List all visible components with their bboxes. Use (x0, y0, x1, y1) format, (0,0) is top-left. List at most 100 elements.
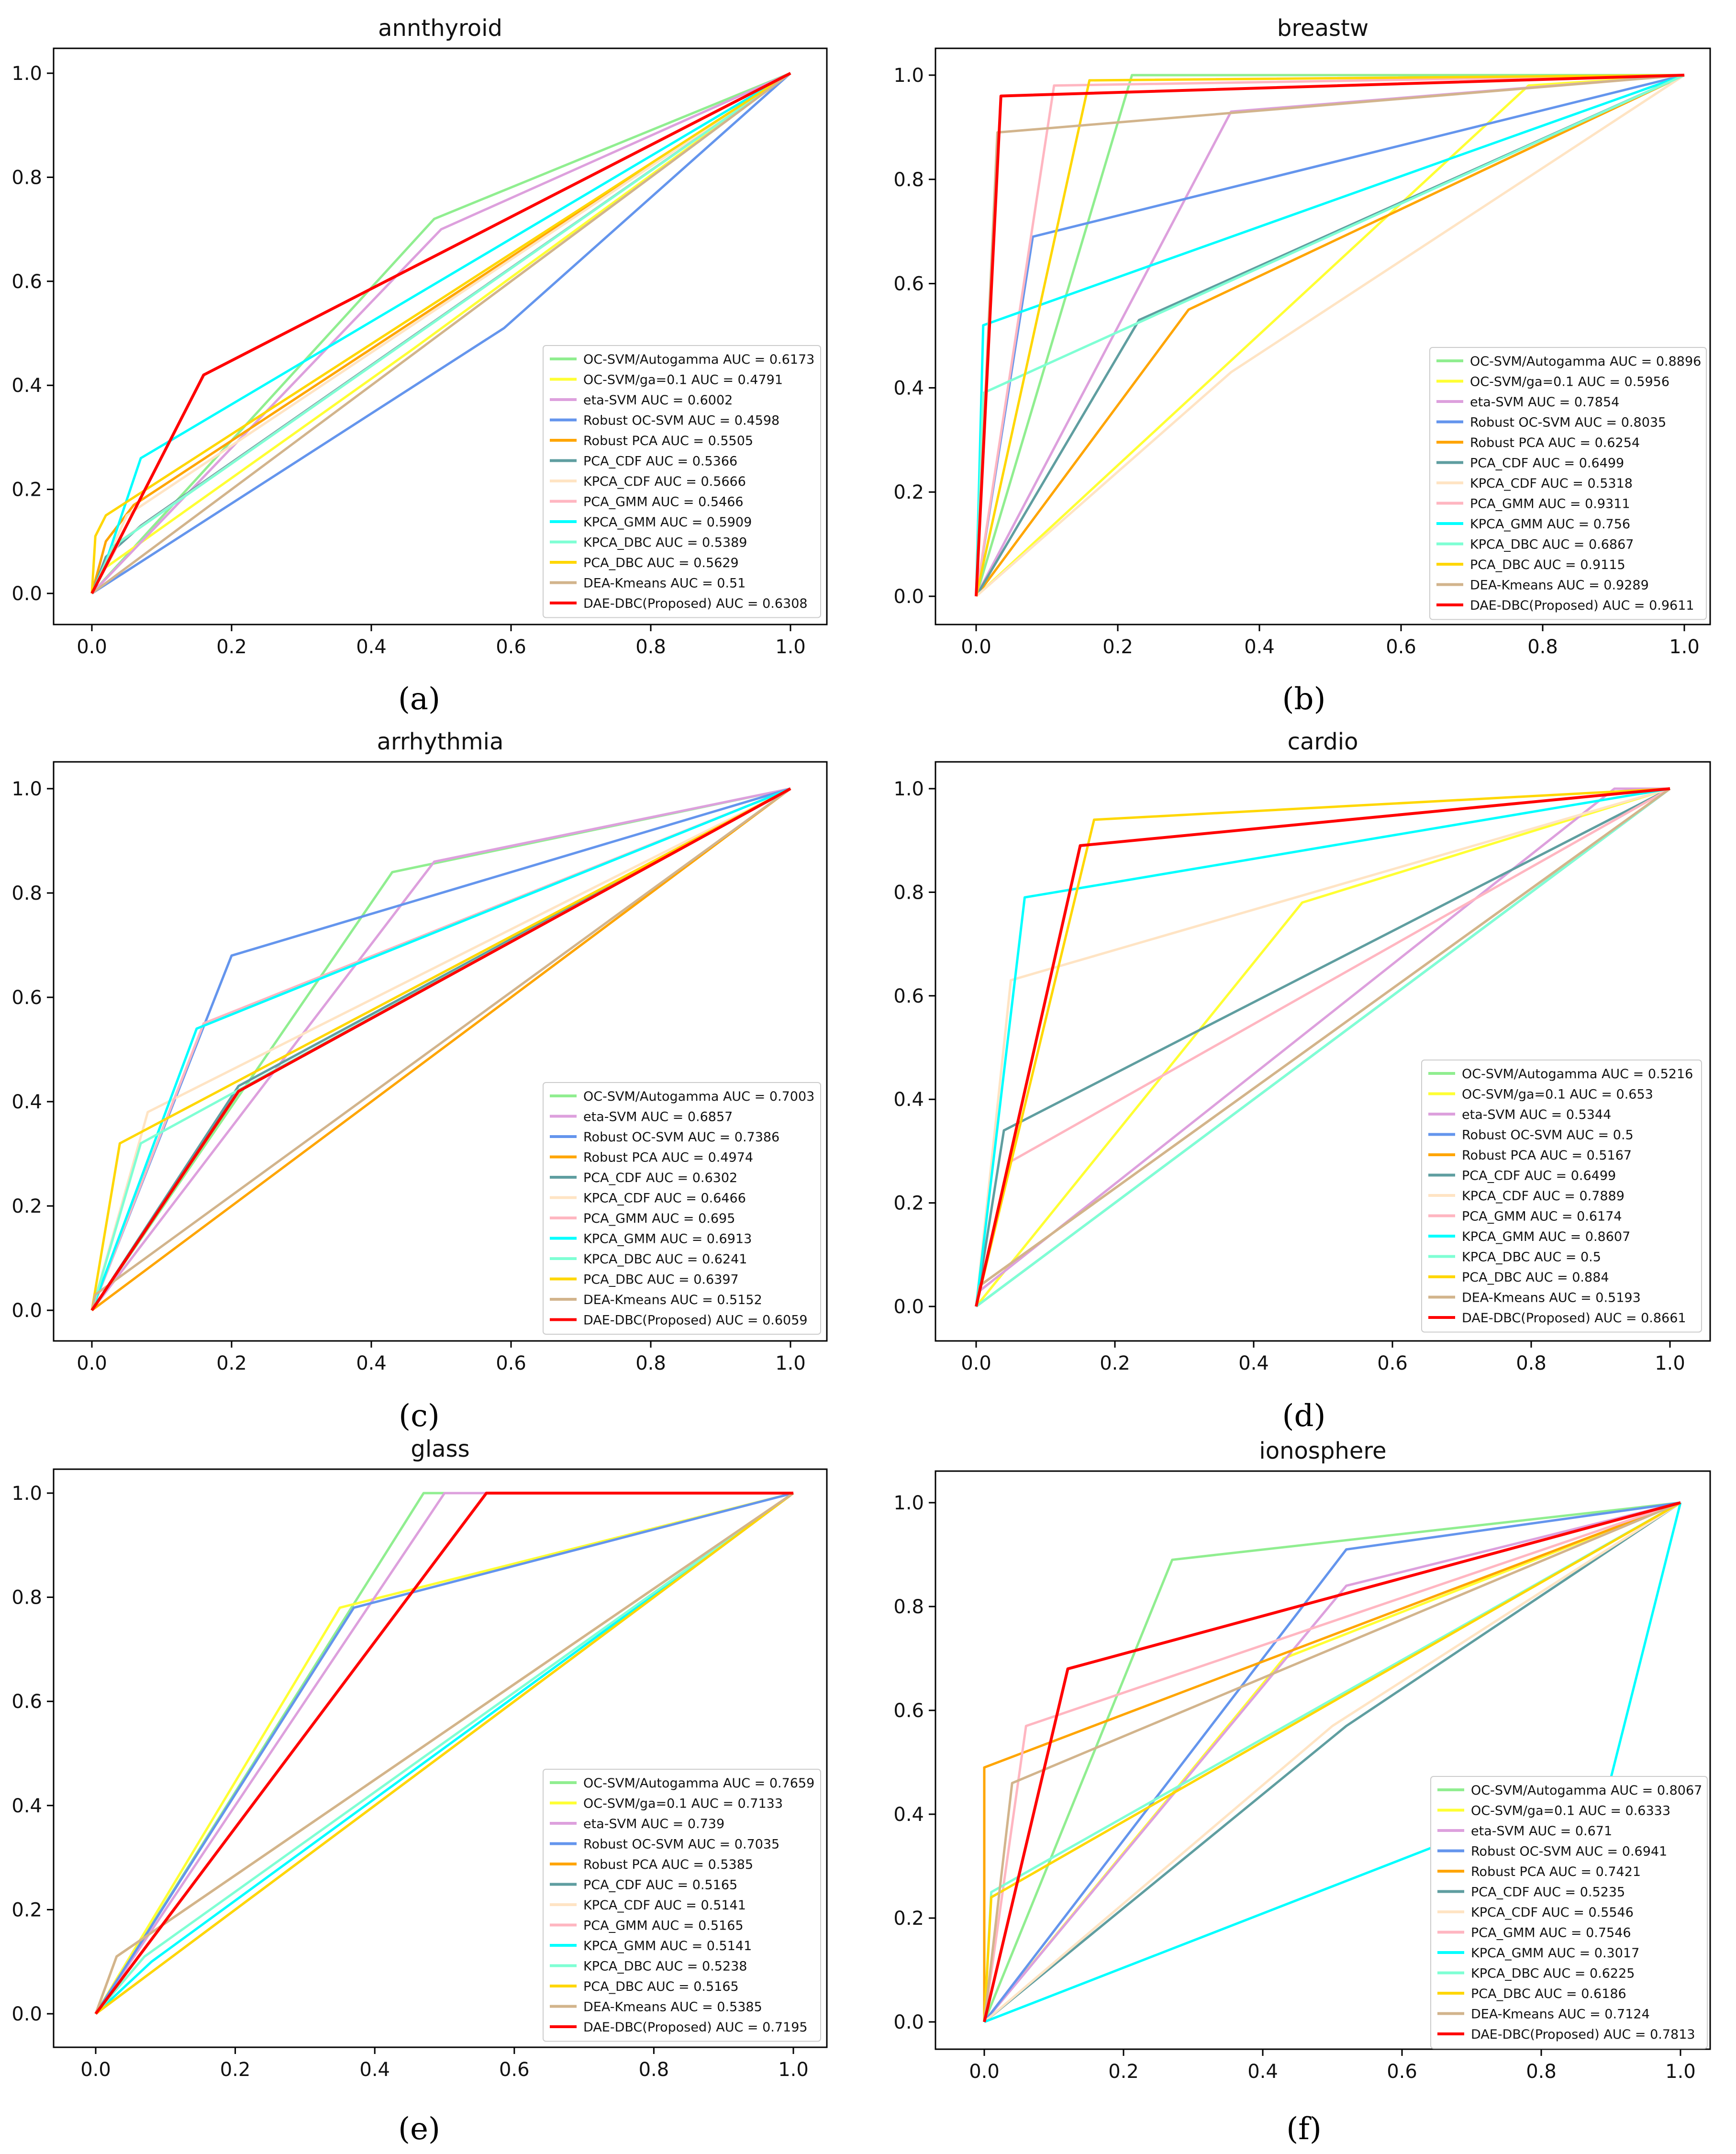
y-tick-label: 1.0 (893, 65, 924, 87)
legend-entry: eta-SVM AUC = 0.5344 (1462, 1107, 1611, 1122)
x-tick-label: 0.2 (220, 2059, 251, 2081)
plot-frame (53, 761, 828, 1342)
legend-entry: PCA_CDF AUC = 0.6499 (1462, 1169, 1616, 1183)
y-tick-label: 1.0 (11, 63, 42, 85)
chart-panel-glass: glass 0.0 0.2 0.4 0.6 0.8 1.0 0.0 0.2 0.4 0.6 0.8 1.… (11, 1436, 828, 2081)
legend-entry: KPCA_GMM AUC = 0.5141 (583, 1939, 752, 1953)
legend-box (1429, 347, 1707, 620)
x-tick-label: 0.4 (359, 2059, 390, 2081)
y-tick-label: 1.0 (11, 778, 42, 800)
legend-entry: DAE-DBC(Proposed) AUC = 0.7195 (583, 2020, 808, 2035)
y-tick-label: 0.0 (11, 2003, 42, 2025)
legend-entry: KPCA_GMM AUC = 0.6913 (583, 1232, 752, 1247)
legend-box (543, 1082, 821, 1335)
series-line (975, 787, 1670, 1307)
chart-title: annthyroid (378, 15, 502, 42)
x-tick-label: 0.4 (356, 1352, 387, 1374)
legend: OC-SVM/Autogamma AUC = 0.6173 OC-SVM/ga=0… (543, 345, 821, 618)
legend-entry: eta-SVM AUC = 0.7854 (1470, 395, 1619, 410)
x-tick-label: 0.4 (356, 636, 387, 658)
chart-panel-breastw: breastw 0.0 0.2 0.4 0.6 0.8 1.0 0.0 0.2 0.4 0.6 0.8… (893, 15, 1711, 658)
legend-entry: KPCA_DBC AUC = 0.6241 (583, 1252, 747, 1267)
legend-entry: OC-SVM/Autogamma AUC = 0.7659 (583, 1776, 814, 1791)
x-tick-label: 1.0 (1665, 2061, 1696, 2083)
y-tick-label: 0.0 (893, 1296, 924, 1318)
legend-entry: eta-SVM AUC = 0.671 (1471, 1824, 1612, 1839)
panel-label: (f) (1286, 2111, 1322, 2147)
legend-entry: Robust OC-SVM AUC = 0.6941 (1471, 1844, 1667, 1859)
legend-entry: DEA-Kmeans AUC = 0.5193 (1462, 1291, 1641, 1306)
legend-entry: PCA_GMM AUC = 0.5165 (583, 1919, 744, 1933)
legend-box (543, 1769, 821, 2042)
y-tick-label: 0.8 (893, 882, 924, 904)
x-tick-label: 1.0 (775, 636, 806, 658)
x-tick-label: 0.8 (1527, 636, 1558, 658)
legend-entry: KPCA_DBC AUC = 0.5238 (583, 1959, 747, 1974)
series-group (983, 1501, 1682, 2023)
chart-panel-arrhythmia: arrhythmia 0.0 0.2 0.4 0.6 0.8 1.0 0.0 0.2 0.4 0.6… (11, 728, 828, 1374)
chart-panel-annthyroid: annthyroid 0.0 0.2 0.4 0.6 0.8 1.0 0.0 0.2 0.4 0.6… (11, 15, 828, 658)
x-tick-label: 0.0 (77, 1352, 107, 1374)
x-tick-label: 0.2 (1102, 636, 1133, 658)
y-tick-label: 0.2 (893, 481, 924, 503)
x-tick-label: 1.0 (1655, 1352, 1685, 1374)
y-tick-label: 0.8 (11, 882, 42, 904)
legend-entry: Robust PCA AUC = 0.5167 (1462, 1148, 1632, 1163)
y-tick-label: 0.4 (893, 1804, 924, 1826)
legend-entry: DAE-DBC(Proposed) AUC = 0.7813 (1471, 2027, 1695, 2042)
legend-entry: Robust OC-SVM AUC = 0.7035 (583, 1837, 779, 1852)
x-tick-label: 0.4 (1238, 1352, 1269, 1374)
series-line (975, 787, 1670, 1307)
x-tick-label: 0.8 (639, 2059, 669, 2081)
legend-entry: DAE-DBC(Proposed) AUC = 0.8661 (1462, 1311, 1686, 1326)
x-tick-label: 0.6 (1387, 2061, 1417, 2083)
series-line (90, 72, 791, 594)
legend-entry: Robust PCA AUC = 0.5385 (583, 1857, 753, 1872)
legend-entry: PCA_GMM AUC = 0.5466 (583, 495, 744, 510)
legend-entry: Robust OC-SVM AUC = 0.4598 (583, 413, 779, 428)
legend-entry: DEA-Kmeans AUC = 0.51 (583, 576, 746, 591)
series-line (90, 787, 791, 1311)
series-line (983, 1501, 1681, 2023)
legend-entry: KPCA_DBC AUC = 0.5 (1462, 1250, 1601, 1265)
series-line (983, 1501, 1681, 2023)
x-tick-label: 0.8 (1526, 2061, 1557, 2083)
legend: OC-SVM/Autogamma AUC = 0.5216 OC-SVM/ga=0… (1421, 1060, 1702, 1333)
legend-entry: KPCA_DBC AUC = 0.5389 (583, 536, 747, 550)
series-line (983, 1501, 1681, 2022)
panel-label: (e) (398, 2111, 440, 2147)
legend-entry: KPCA_CDF AUC = 0.5141 (583, 1898, 746, 1913)
legend-entry: Robust PCA AUC = 0.5505 (583, 434, 753, 448)
legend-entry: KPCA_CDF AUC = 0.5318 (1470, 476, 1633, 491)
legend-entry: KPCA_GMM AUC = 0.3017 (1471, 1946, 1639, 1961)
y-tick-label: 0.6 (893, 273, 924, 295)
legend-entry: PCA_CDF AUC = 0.6302 (583, 1171, 737, 1185)
legend-entry: OC-SVM/Autogamma AUC = 0.6173 (583, 352, 814, 367)
x-tick-label: 1.0 (775, 1352, 806, 1374)
series-line (975, 787, 1671, 1307)
legend-entry: OC-SVM/ga=0.1 AUC = 0.4791 (583, 373, 783, 388)
y-tick-label: 0.2 (11, 1899, 42, 1921)
y-tick-label: 0.8 (11, 167, 42, 189)
legend-entry: OC-SVM/ga=0.1 AUC = 0.6333 (1471, 1804, 1670, 1819)
series-line (975, 787, 1670, 1307)
series-line (95, 1492, 794, 2015)
x-tick-label: 0.8 (1516, 1352, 1547, 1374)
legend-entry: OC-SVM/ga=0.1 AUC = 0.7133 (583, 1797, 783, 1811)
legend: OC-SVM/Autogamma AUC = 0.8067 OC-SVM/ga=0… (1430, 1776, 1708, 2049)
legend-entry: OC-SVM/Autogamma AUC = 0.8067 (1471, 1783, 1702, 1798)
y-tick-label: 0.8 (893, 169, 924, 191)
series-line (983, 1501, 1681, 2022)
series-group (975, 74, 1685, 597)
legend-entry: eta-SVM AUC = 0.739 (583, 1817, 724, 1831)
series-line (90, 787, 791, 1311)
legend: OC-SVM/Autogamma AUC = 0.7003 eta-SVM AUC… (543, 1082, 821, 1335)
legend-entry: Robust OC-SVM AUC = 0.8035 (1470, 415, 1666, 430)
x-tick-label: 0.8 (635, 636, 666, 658)
legend-entry: KPCA_CDF AUC = 0.5666 (583, 474, 746, 489)
legend-entry: PCA_DBC AUC = 0.884 (1462, 1270, 1609, 1285)
legend-entry: OC-SVM/ga=0.1 AUC = 0.653 (1462, 1087, 1653, 1102)
series-line (91, 787, 791, 1312)
chart-title: arrhythmia (377, 728, 504, 755)
x-tick-label: 0.0 (961, 1352, 991, 1374)
